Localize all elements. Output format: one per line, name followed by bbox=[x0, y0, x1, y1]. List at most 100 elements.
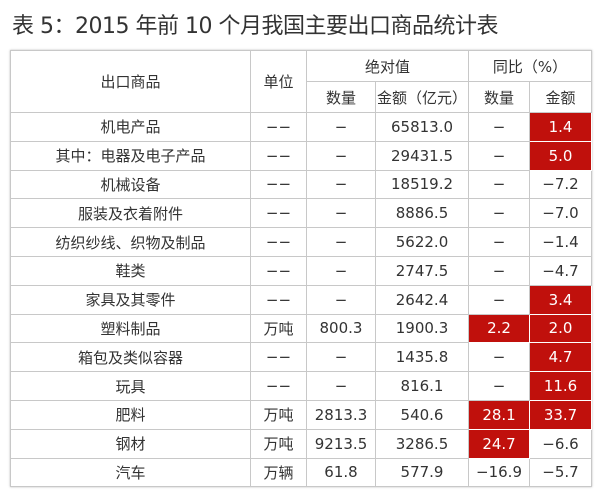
cell-amount: 65813.0 bbox=[374, 112, 470, 142]
table-row: 箱包及类似容器 −− −1435.8−4.7 bbox=[10, 342, 593, 373]
cell-product: 家具及其零件 bbox=[10, 284, 251, 315]
cell-yoy-qty: 28.1 bbox=[468, 399, 531, 430]
cell-product: 塑料制品 bbox=[10, 313, 251, 344]
cell-yoy-qty: 24.7 bbox=[468, 428, 531, 459]
cell-yoy-amount: −5.7 bbox=[529, 457, 593, 488]
table-row: 家具及其零件 −− −2642.4−3.4 bbox=[10, 284, 593, 315]
cell-amount: 8886.5 bbox=[374, 198, 470, 229]
cell-product: 玩具 bbox=[10, 371, 251, 401]
cell-qty: − bbox=[306, 169, 376, 200]
cell-yoy-amount: −7.0 bbox=[529, 198, 593, 229]
cell-unit: 万吨 bbox=[250, 428, 307, 459]
cell-amount: 3286.5 bbox=[374, 428, 470, 459]
cell-amount: 2642.4 bbox=[374, 284, 470, 315]
table-row: 纺织纱线、织物及制品 −− −5622.0− −1.4 bbox=[10, 227, 593, 257]
cell-product: 箱包及类似容器 bbox=[10, 342, 251, 373]
header-yoy-amount: 金额 bbox=[529, 81, 593, 113]
cell-yoy-qty: − bbox=[468, 371, 531, 401]
cell-yoy-qty: 2.2 bbox=[468, 313, 531, 344]
cell-yoy-amount: 5.0 bbox=[529, 140, 593, 171]
cell-yoy-qty: − bbox=[468, 169, 531, 200]
table-row: 服装及衣着附件 −− −8886.5− −7.0 bbox=[10, 198, 593, 229]
cell-yoy-qty: −16.9 bbox=[468, 457, 531, 488]
cell-qty: − bbox=[306, 371, 376, 401]
cell-yoy-qty: − bbox=[468, 227, 531, 257]
table-row: 其中：电器及电子产品 −− −29431.5−5.0 bbox=[10, 140, 593, 171]
cell-amount: 540.6 bbox=[374, 399, 470, 430]
cell-product: 钢材 bbox=[10, 428, 251, 459]
cell-yoy-amount: 3.4 bbox=[529, 284, 593, 315]
cell-unit: −− bbox=[250, 227, 307, 257]
header-unit: 单位 bbox=[250, 50, 307, 113]
table-row: 汽车 万辆 61.8 577.9 −16.9 −5.7 bbox=[10, 457, 593, 488]
table-row: 钢材 万吨 9213.5 3286.5 24.7 −6.6 bbox=[10, 428, 593, 459]
cell-qty: 800.3 bbox=[306, 313, 376, 344]
table-row: 鞋类 −− −2747.5− −4.7 bbox=[10, 255, 593, 286]
cell-yoy-amount: −4.7 bbox=[529, 255, 593, 286]
cell-unit: −− bbox=[250, 284, 307, 315]
cell-qty: − bbox=[306, 140, 376, 171]
cell-qty: − bbox=[306, 198, 376, 229]
table-row: 玩具 −− −816.1−11.6 bbox=[10, 371, 593, 401]
cell-product: 其中：电器及电子产品 bbox=[10, 140, 251, 171]
cell-amount: 5622.0 bbox=[374, 227, 470, 257]
header-amount: 金额（亿元） bbox=[374, 81, 470, 113]
cell-qty: − bbox=[306, 227, 376, 257]
cell-amount: 29431.5 bbox=[374, 140, 470, 171]
cell-yoy-amount: −7.2 bbox=[529, 169, 593, 200]
cell-qty: − bbox=[306, 255, 376, 286]
cell-product: 机电产品 bbox=[10, 112, 251, 142]
cell-yoy-qty: − bbox=[468, 198, 531, 229]
cell-yoy-qty: − bbox=[468, 255, 531, 286]
cell-product: 机械设备 bbox=[10, 169, 251, 200]
cell-yoy-amount: 33.7 bbox=[529, 399, 593, 430]
cell-amount: 2747.5 bbox=[374, 255, 470, 286]
cell-product: 纺织纱线、织物及制品 bbox=[10, 227, 251, 257]
export-table: 出口商品 单位 绝对值 同比（%） 数量 金额（亿元） 数量 金额 机电产品 −−… bbox=[10, 50, 593, 488]
cell-qty: − bbox=[306, 284, 376, 315]
cell-unit: 万辆 bbox=[250, 457, 307, 488]
cell-yoy-amount: 4.7 bbox=[529, 342, 593, 373]
cell-unit: −− bbox=[250, 140, 307, 171]
table-row: 机械设备 −− −18519.2− −7.2 bbox=[10, 169, 593, 200]
cell-yoy-amount: 2.0 bbox=[529, 313, 593, 344]
table-row: 机电产品 −− −65813.0−1.4 bbox=[10, 112, 593, 142]
header-product: 出口商品 bbox=[10, 50, 251, 113]
cell-unit: 万吨 bbox=[250, 399, 307, 430]
cell-yoy-amount: 11.6 bbox=[529, 371, 593, 401]
cell-product: 鞋类 bbox=[10, 255, 251, 286]
cell-amount: 577.9 bbox=[374, 457, 470, 488]
cell-unit: −− bbox=[250, 342, 307, 373]
cell-yoy-qty: − bbox=[468, 342, 531, 373]
cell-unit: −− bbox=[250, 169, 307, 200]
cell-amount: 1435.8 bbox=[374, 342, 470, 373]
cell-yoy-amount: −6.6 bbox=[529, 428, 593, 459]
cell-qty: − bbox=[306, 342, 376, 373]
cell-unit: −− bbox=[250, 255, 307, 286]
cell-amount: 816.1 bbox=[374, 371, 470, 401]
cell-amount: 18519.2 bbox=[374, 169, 470, 200]
cell-product: 服装及衣着附件 bbox=[10, 198, 251, 229]
cell-product: 肥料 bbox=[10, 399, 251, 430]
header-qty: 数量 bbox=[306, 81, 376, 113]
cell-qty: 61.8 bbox=[306, 457, 376, 488]
table-title: 表 5：2015 年前 10 个月我国主要出口商品统计表 bbox=[12, 14, 498, 39]
cell-unit: −− bbox=[250, 112, 307, 142]
cell-qty: 9213.5 bbox=[306, 428, 376, 459]
cell-yoy-amount: 1.4 bbox=[529, 112, 593, 142]
table-row: 塑料制品 万吨 800.3 1900.3 2.2 2.0 bbox=[10, 313, 593, 344]
header-absolute: 绝对值 bbox=[305, 50, 470, 82]
cell-qty: − bbox=[306, 112, 376, 142]
cell-unit: 万吨 bbox=[250, 313, 307, 344]
cell-yoy-qty: − bbox=[468, 140, 531, 171]
cell-amount: 1900.3 bbox=[374, 313, 470, 344]
header-yoy-qty: 数量 bbox=[468, 81, 531, 113]
cell-unit: −− bbox=[250, 371, 307, 401]
table-row: 肥料 万吨 2813.3 540.6 28.1 33.7 bbox=[10, 399, 593, 430]
header-yoy: 同比（%） bbox=[468, 50, 593, 82]
cell-unit: −− bbox=[250, 198, 307, 229]
cell-yoy-qty: − bbox=[468, 112, 531, 142]
cell-product: 汽车 bbox=[10, 457, 251, 488]
cell-yoy-amount: −1.4 bbox=[529, 227, 593, 257]
cell-yoy-qty: − bbox=[468, 284, 531, 315]
